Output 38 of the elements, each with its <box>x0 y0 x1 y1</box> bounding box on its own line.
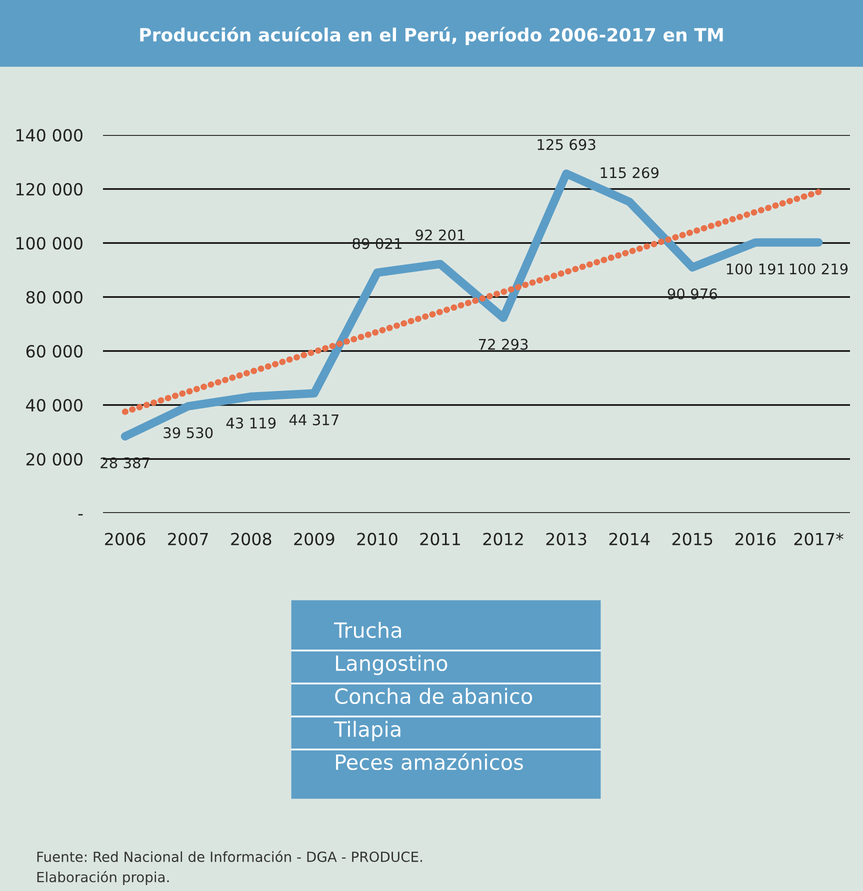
y-tick-label: 100 000 <box>16 236 82 250</box>
x-tick-label: 2006 <box>105 532 146 546</box>
text: Tilapia <box>334 720 400 742</box>
y-tick-label: 140 000 <box>16 128 82 142</box>
text: Peces amazónicos <box>336 753 523 770</box>
x-tick-label: 2017* <box>794 532 844 546</box>
source-note: Fuente: Red Nacional de Información - DGA - PRODUCE. <box>37 850 422 862</box>
x-tick-label: 2014 <box>609 532 650 546</box>
text: Elaboración propia. <box>37 871 169 885</box>
data-label: 100 191 <box>726 263 784 274</box>
x-tick-label: 2011 <box>420 532 460 546</box>
text: Concha de abanico <box>335 688 532 704</box>
x-tick-label: 2015 <box>672 532 712 546</box>
data-label: 115 269 <box>600 167 658 178</box>
y-tick-label: 120 000 <box>16 182 82 196</box>
x-tick-label: 2013 <box>546 532 586 546</box>
data-label: 39 530 <box>164 427 213 438</box>
text: Langostino <box>336 654 448 676</box>
x-tick-label: 2007 <box>168 532 208 546</box>
x-tick-label: 2008 <box>231 532 272 546</box>
data-label: 125 693 <box>538 139 596 150</box>
x-tick-label: 2009 <box>294 532 334 546</box>
y-tick-label: 40 000 <box>26 398 82 412</box>
y-tick-label: 80 000 <box>26 290 82 304</box>
x-tick-label: 2010 <box>357 532 398 546</box>
data-label: 43 119 <box>226 418 276 429</box>
data-label: 28 387 <box>100 457 150 468</box>
chart-title: Producción acuícola en el Perú, período 2006-2017 en TM <box>140 26 723 46</box>
y-tick-label: 20 000 <box>26 452 82 466</box>
data-label: 72 293 <box>478 338 528 350</box>
data-label: 92 201 <box>416 229 464 241</box>
data-label: 100 219 <box>790 263 848 274</box>
x-tick-label: 2016 <box>735 532 776 546</box>
text: Trucha <box>334 622 401 638</box>
y-tick-label: 60 000 <box>26 344 82 358</box>
data-label: 44 317 <box>289 414 338 426</box>
x-tick-label: 2012 <box>483 532 523 546</box>
y-tick-label: - <box>78 514 83 516</box>
